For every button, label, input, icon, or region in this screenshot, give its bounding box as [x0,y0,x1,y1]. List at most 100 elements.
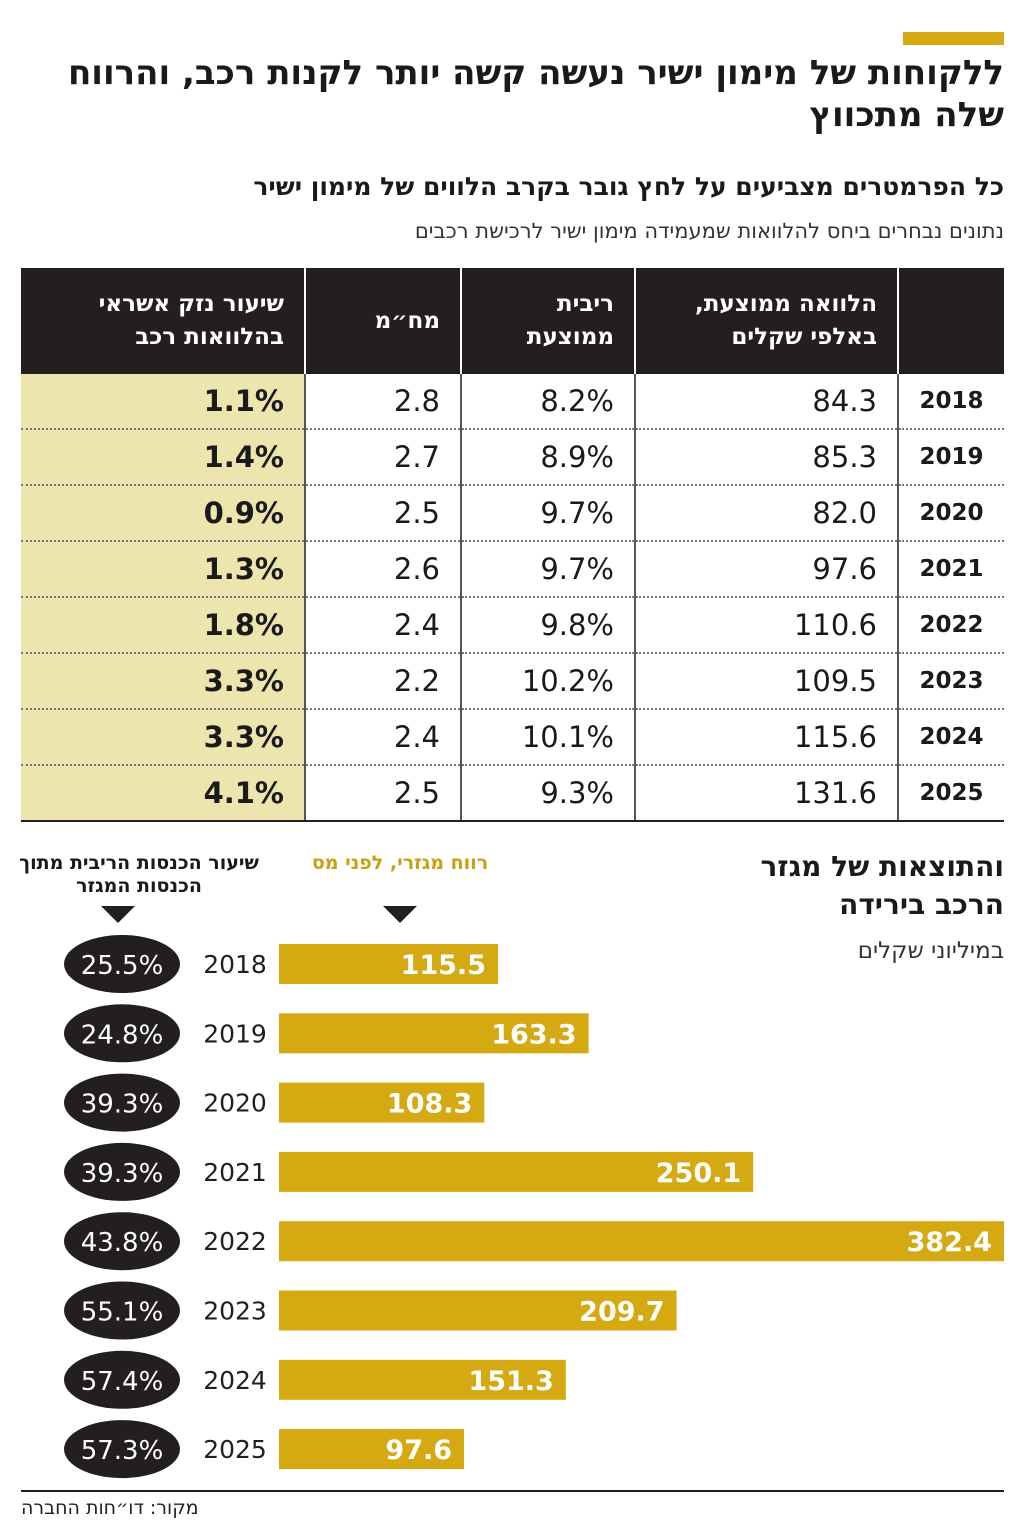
table-row: 2023 109.5 10.2% 2.2 3.3% [21,653,1004,710]
bar-value-label: 108.3 [387,1089,472,1120]
interest-share-label: 25.5% [81,951,164,981]
cell-average-loan: 131.6 [634,765,898,822]
year-label: 2020 [203,1089,267,1118]
cell-year: 2022 [897,597,1004,654]
year-label: 2018 [203,950,267,979]
interest-share-ellipse [64,1142,180,1201]
legend-ellipse-label: שיעור הכנסות הריבית מתוך הכנסות המגזר [19,852,259,897]
cell-average-interest: 10.1% [460,709,635,766]
bar-value-label: 151.3 [468,1366,553,1397]
bar [279,1082,485,1123]
interest-share-label: 39.3% [81,1159,164,1189]
table-row: 2024 115.6 10.1% 2.4 3.3% [21,709,1004,766]
bar-value-label: 115.5 [401,950,486,981]
cell-year: 2021 [897,541,1004,598]
year-label: 2021 [203,1158,267,1187]
cell-average-interest: 8.2% [460,374,635,430]
legend-bar-label: רווח מגזרי, לפני מס [311,852,489,874]
interest-share-label: 39.3% [81,1090,164,1120]
cell-average-interest: 9.7% [460,485,635,542]
cell-average-loan: 115.6 [634,709,898,766]
bar [279,1013,589,1054]
cell-average-loan: 84.3 [634,374,898,430]
bar [279,1429,465,1470]
table-row: 2021 97.6 9.7% 2.6 1.3% [21,541,1004,598]
cell-duration: 2.8 [304,374,461,430]
table-row: 2025 131.6 9.3% 2.5 4.1% [21,765,1004,822]
cell-year: 2018 [897,374,1004,430]
table-row: 2019 85.3 8.9% 2.7 1.4% [21,429,1004,486]
table-description: נתונים נבחרים ביחס להלוואות שמעמידה מימו… [414,219,1004,243]
header-average-interest: ריבית ממוצעת [460,268,635,374]
interest-share-ellipse [64,935,180,993]
bar [279,1221,1004,1262]
table-row: 2022 110.6 9.8% 2.4 1.8% [21,597,1004,654]
loans-table: הלוואה ממוצעת, באלפי שקלים ריבית ממוצעת … [21,268,1004,822]
interest-share-label: 57.4% [81,1367,164,1397]
interest-share-label: 24.8% [81,1020,164,1050]
cell-year: 2023 [897,653,1004,710]
bar-value-label: 382.4 [907,1227,992,1258]
interest-share-ellipse [64,1350,180,1409]
interest-share-ellipse [64,1212,180,1271]
cell-duration: 2.7 [304,429,461,486]
table-row: 2020 82.0 9.7% 2.5 0.9% [21,485,1004,542]
bar [279,1290,677,1331]
interest-share-ellipse [64,1281,180,1340]
interest-share-label: 57.3% [81,1436,164,1466]
cell-year: 2024 [897,709,1004,766]
cell-duration: 2.6 [304,541,461,598]
header-duration: מח״מ [304,268,461,374]
interest-share-label: 55.1% [81,1298,164,1328]
year-label: 2022 [203,1227,267,1256]
cell-credit-loss-rate: 4.1% [21,765,305,822]
cell-credit-loss-rate: 0.9% [21,485,305,542]
year-label: 2025 [203,1435,267,1464]
header-year [897,268,1004,374]
bar-value-label: 250.1 [656,1158,741,1189]
bar-value-label: 209.7 [579,1297,664,1328]
table-subtitle: כל הפרמטרים מצביעים על לחץ גובר בקרב הלו… [253,172,1004,201]
cell-duration: 2.2 [304,653,461,710]
cell-duration: 2.4 [304,709,461,766]
cell-average-loan: 110.6 [634,597,898,654]
legend-bar-arrow-icon [383,906,417,923]
cell-average-interest: 9.3% [460,765,635,822]
interest-share-label: 43.8% [81,1228,164,1258]
cell-credit-loss-rate: 3.3% [21,653,305,710]
interest-share-ellipse [64,1004,180,1063]
cell-average-interest: 10.2% [460,653,635,710]
cell-duration: 2.5 [304,485,461,542]
bar [279,944,498,984]
cell-duration: 2.4 [304,597,461,654]
cell-average-interest: 9.7% [460,541,635,598]
title-accent-bar [903,32,1004,45]
interest-share-ellipse [64,1073,180,1132]
chart-unit: במיליוני שקלים [857,938,1004,964]
cell-average-interest: 9.8% [460,597,635,654]
header-average-loan: הלוואה ממוצעת, באלפי שקלים [634,268,898,374]
source-note: מקור: דו״חות החברה [21,1497,199,1519]
cell-credit-loss-rate: 1.8% [21,597,305,654]
year-label: 2023 [203,1297,267,1326]
cell-credit-loss-rate: 1.4% [21,429,305,486]
cell-credit-loss-rate: 1.3% [21,541,305,598]
cell-year: 2020 [897,485,1004,542]
bar [279,1151,754,1192]
cell-average-loan: 85.3 [634,429,898,486]
page-title: ללקוחות של מימון ישיר נעשה קשה יותר לקנו… [67,53,1004,135]
footer-rule [21,1490,1004,1492]
year-label: 2024 [203,1366,267,1395]
cell-year: 2025 [897,765,1004,822]
cell-duration: 2.5 [304,765,461,822]
cell-average-interest: 8.9% [460,429,635,486]
bar [279,1359,566,1400]
legend-ellipse-arrow-icon [101,906,135,923]
cell-year: 2019 [897,429,1004,486]
cell-credit-loss-rate: 1.1% [21,374,305,430]
table-body: 2018 84.3 8.2% 2.8 1.1% 2019 85.3 8.9% 2.7 1.4% 20… [21,374,1004,822]
cell-average-loan: 82.0 [634,485,898,542]
cell-average-loan: 97.6 [634,541,898,598]
cell-average-loan: 109.5 [634,653,898,710]
interest-share-ellipse [64,1420,180,1479]
